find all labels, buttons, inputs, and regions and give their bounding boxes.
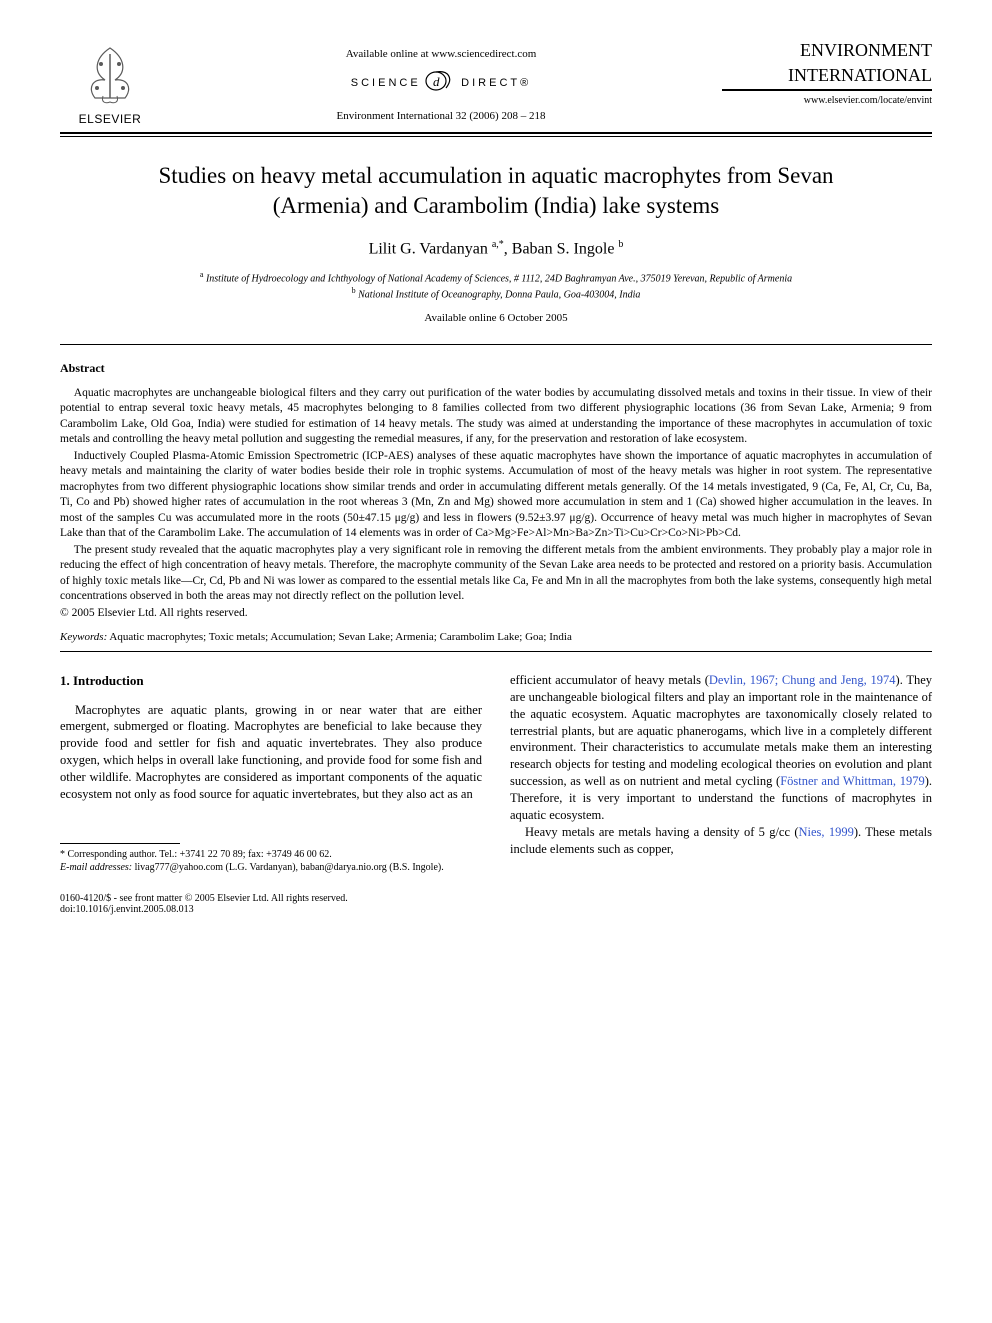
emails-label: E-mail addresses: <box>60 862 132 873</box>
sciencedirect-swirl-icon: d <box>424 70 458 96</box>
affiliation-b: b National Institute of Oceanography, Do… <box>60 286 932 302</box>
abstract-para-2: Inductively Coupled Plasma-Atomic Emissi… <box>60 449 932 542</box>
citation-fostner[interactable]: Föstner and Whittman, 1979 <box>780 774 924 788</box>
science-direct-brand: SCIENCE d DIRECT® <box>160 70 722 96</box>
copyright-line: © 2005 Elsevier Ltd. All rights reserved… <box>60 607 932 619</box>
column-right: efficient accumulator of heavy metals (D… <box>510 672 932 875</box>
footnote-rule-icon <box>60 843 180 844</box>
affiliation-a: a Institute of Hydroecology and Ichthyol… <box>60 270 932 286</box>
page-header: ELSEVIER Available online at www.science… <box>60 40 932 126</box>
divider-thick-icon <box>60 132 932 134</box>
authors: Lilit G. Vardanyan a,*, Baban S. Ingole … <box>60 239 932 258</box>
sd-right: DIRECT® <box>461 77 531 89</box>
sd-left: SCIENCE <box>351 77 421 89</box>
footer-left: 0160-4120/$ - see front matter © 2005 El… <box>60 893 348 915</box>
journal-reference: Environment International 32 (2006) 208 … <box>160 110 722 122</box>
abstract-para-3: The present study revealed that the aqua… <box>60 543 932 605</box>
elsevier-logo-icon <box>75 40 145 110</box>
footnotes: * Corresponding author. Tel.: +3741 22 7… <box>60 848 482 875</box>
section-heading-intro: 1. Introduction <box>60 672 482 690</box>
column-left: 1. Introduction Macrophytes are aquatic … <box>60 672 482 875</box>
footer-issn-line: 0160-4120/$ - see front matter © 2005 El… <box>60 893 348 904</box>
header-center: Available online at www.sciencedirect.co… <box>160 40 722 122</box>
affiliations: a Institute of Hydroecology and Ichthyol… <box>60 270 932 302</box>
divider-thin-icon <box>60 136 932 137</box>
journal-title-block: ENVIRONMENT INTERNATIONAL www.elsevier.c… <box>722 40 932 106</box>
corresponding-author-note: * Corresponding author. Tel.: +3741 22 7… <box>60 848 482 862</box>
journal-title-rule-icon <box>722 89 932 91</box>
journal-title-line2: INTERNATIONAL <box>722 65 932 86</box>
abstract-top-rule-icon <box>60 344 932 345</box>
available-online-text: Available online at www.sciencedirect.co… <box>160 48 722 60</box>
col2-p2-a: Heavy metals are metals having a density… <box>525 825 799 839</box>
keywords-label: Keywords: <box>60 631 107 643</box>
abstract-heading: Abstract <box>60 361 932 376</box>
emails-note: E-mail addresses: livag777@yahoo.com (L.… <box>60 861 482 875</box>
emails-text: livag777@yahoo.com (L.G. Vardanyan), bab… <box>132 862 444 873</box>
col2-p1-a: efficient accumulator of heavy metals ( <box>510 673 709 687</box>
body-columns: 1. Introduction Macrophytes are aquatic … <box>60 672 932 875</box>
affiliation-a-text: Institute of Hydroecology and Ichthyolog… <box>206 273 792 284</box>
abstract-bottom-rule-icon <box>60 651 932 652</box>
keywords-line: Keywords: Aquatic macrophytes; Toxic met… <box>60 631 932 643</box>
journal-title-line1: ENVIRONMENT <box>722 40 932 61</box>
available-online-date: Available online 6 October 2005 <box>60 312 932 324</box>
citation-devlin-chung[interactable]: Devlin, 1967; Chung and Jeng, 1974 <box>709 673 896 687</box>
keywords-text: Aquatic macrophytes; Toxic metals; Accum… <box>107 631 572 643</box>
journal-url: www.elsevier.com/locate/envint <box>722 95 932 106</box>
footer-doi-line: doi:10.1016/j.envint.2005.08.013 <box>60 904 348 915</box>
svg-text:d: d <box>433 74 440 89</box>
abstract-para-1: Aquatic macrophytes are unchangeable bio… <box>60 386 932 448</box>
col2-p1-b: ). They are unchangeable biological filt… <box>510 673 932 788</box>
intro-para-1-left: Macrophytes are aquatic plants, growing … <box>60 702 482 803</box>
abstract-body: Aquatic macrophytes are unchangeable bio… <box>60 386 932 605</box>
publisher-block: ELSEVIER <box>60 40 160 126</box>
intro-para-1-right: efficient accumulator of heavy metals (D… <box>510 672 932 824</box>
affiliation-b-text: National Institute of Oceanography, Donn… <box>358 289 640 300</box>
intro-para-2-right: Heavy metals are metals having a density… <box>510 824 932 858</box>
header-divider <box>60 132 932 137</box>
journal-page: ELSEVIER Available online at www.science… <box>0 0 992 945</box>
article-title: Studies on heavy metal accumulation in a… <box>120 161 872 221</box>
page-footer: 0160-4120/$ - see front matter © 2005 El… <box>60 893 932 915</box>
citation-nies[interactable]: Nies, 1999 <box>799 825 854 839</box>
publisher-label: ELSEVIER <box>79 112 142 126</box>
